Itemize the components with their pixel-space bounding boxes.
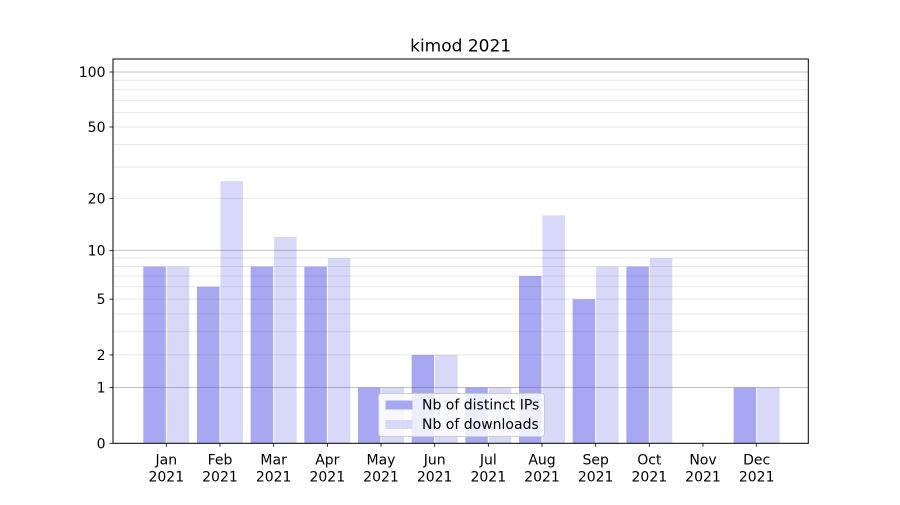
- legend-swatch-downloads: [385, 420, 413, 429]
- x-tick-label-month-jun: Jun: [423, 453, 446, 469]
- bar-distinct-ips-apr: [304, 266, 327, 444]
- y-tick-label-100: 100: [79, 65, 106, 81]
- plot-frame: [112, 58, 809, 444]
- bar-distinct-ips-mar: [250, 266, 274, 444]
- x-tick-label-month-oct: Oct: [637, 453, 662, 469]
- axis-tick-labels: 0125102050100Jan2021Feb2021Mar2021Apr202…: [79, 65, 775, 485]
- bar-distinct-ips-may: [357, 387, 381, 444]
- x-tick-label-month-aug: Aug: [528, 453, 555, 469]
- y-tick-label-50: 50: [88, 120, 106, 136]
- legend-label-downloads: Nb of downloads: [422, 417, 539, 433]
- x-tick-label-month-mar: Mar: [260, 453, 287, 469]
- bar-distinct-ips-dec: [733, 387, 757, 444]
- x-tick-label-month-nov: Nov: [689, 453, 716, 469]
- x-tick-label-year-nov: 2021: [685, 470, 721, 486]
- bar-downloads-dec: [757, 387, 780, 444]
- y-tick-label-5: 5: [97, 292, 106, 308]
- legend-swatch-distinct-ips: [385, 400, 413, 410]
- x-tick-label-month-apr: Apr: [315, 453, 339, 469]
- legend: Nb of distinct IPs Nb of downloads: [378, 393, 545, 437]
- x-tick-label-month-may: May: [367, 453, 396, 469]
- y-tick-label-20: 20: [88, 191, 106, 207]
- bar-downloads-jan: [166, 266, 190, 444]
- y-tick-label-0: 0: [97, 436, 106, 452]
- y-tick-label-10: 10: [88, 243, 106, 259]
- x-tick-label-year-aug: 2021: [524, 470, 560, 486]
- x-tick-label-year-oct: 2021: [632, 470, 668, 486]
- legend-box: [378, 393, 545, 437]
- x-tick-label-month-feb: Feb: [208, 453, 233, 469]
- axis-tick-marks: [109, 71, 758, 447]
- bar-distinct-ips-oct: [626, 266, 649, 444]
- bar-downloads-feb: [220, 181, 243, 444]
- bar-downloads-aug: [542, 215, 565, 444]
- x-tick-label-year-may: 2021: [363, 470, 399, 486]
- x-tick-label-year-jul: 2021: [470, 470, 506, 486]
- x-tick-label-year-apr: 2021: [309, 470, 345, 486]
- gridlines: [113, 71, 809, 389]
- x-tick-label-year-feb: 2021: [202, 470, 238, 486]
- bar-distinct-ips-sep: [572, 299, 596, 444]
- x-tick-label-year-jan: 2021: [148, 470, 184, 486]
- x-tick-label-year-mar: 2021: [256, 470, 292, 486]
- legend-label-distinct-ips: Nb of distinct IPs: [422, 398, 539, 414]
- bar-downloads-mar: [274, 236, 297, 444]
- x-tick-label-year-jun: 2021: [417, 470, 453, 486]
- x-tick-label-month-sep: Sep: [582, 453, 609, 469]
- x-tick-label-year-sep: 2021: [578, 470, 614, 486]
- x-tick-label-month-jul: Jul: [479, 453, 497, 469]
- bar-downloads-apr: [327, 258, 351, 444]
- y-tick-label-2: 2: [97, 348, 106, 364]
- x-tick-label-month-jan: Jan: [155, 453, 178, 469]
- chart-title: kimod 2021: [410, 37, 511, 57]
- bar-distinct-ips-jan: [143, 266, 166, 444]
- bar-distinct-ips-feb: [196, 286, 220, 444]
- bar-downloads-sep: [596, 266, 619, 444]
- x-tick-label-month-dec: Dec: [743, 453, 770, 469]
- y-tick-label-1: 1: [97, 381, 106, 397]
- x-tick-label-year-dec: 2021: [739, 470, 775, 486]
- bar-downloads-oct: [649, 258, 673, 444]
